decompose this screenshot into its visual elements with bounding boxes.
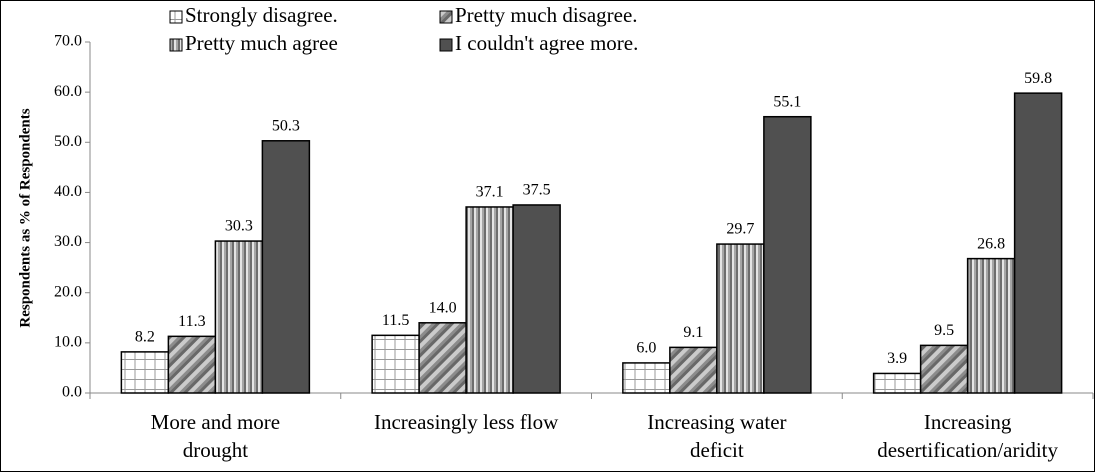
value-label: 29.7 — [726, 221, 754, 238]
bar — [966, 257, 1016, 394]
bar — [1013, 92, 1063, 394]
value-label: 9.1 — [683, 324, 703, 341]
bar — [872, 372, 922, 394]
bar — [371, 334, 420, 394]
y-tick-label: 50.0 — [54, 133, 82, 150]
bar — [214, 240, 264, 394]
bar — [919, 344, 969, 394]
bar — [512, 204, 561, 394]
value-label: 50.3 — [272, 117, 300, 134]
y-tick-label: 40.0 — [54, 183, 82, 200]
bar — [418, 322, 467, 394]
y-tick-label: 30.0 — [54, 233, 82, 250]
bar — [167, 335, 217, 394]
legend-swatch — [169, 10, 183, 24]
bar — [622, 362, 671, 394]
value-label: 37.1 — [476, 184, 504, 201]
x-tick-label: Increasing water deficit — [647, 410, 787, 462]
value-label: 26.8 — [977, 235, 1005, 252]
y-axis-label: Respondents as % of Respondents — [17, 108, 33, 327]
bar — [669, 346, 718, 394]
value-label: 59.8 — [1024, 70, 1052, 87]
legend-swatch — [439, 38, 453, 52]
y-tick-label: 0.0 — [62, 384, 82, 401]
value-label: 6.0 — [636, 340, 656, 357]
x-tick-label: Increasingly less flow — [373, 410, 559, 434]
bar — [763, 115, 812, 394]
y-tick-label: 70.0 — [54, 33, 82, 50]
legend-swatch — [439, 10, 453, 24]
bar — [716, 243, 765, 394]
value-label: 3.9 — [887, 350, 907, 367]
legend-swatch — [169, 38, 183, 52]
value-label: 55.1 — [773, 93, 801, 110]
x-tick-label: More and more drought — [150, 410, 281, 462]
value-label: 37.5 — [523, 182, 551, 199]
bar — [261, 140, 311, 394]
y-tick-label: 10.0 — [54, 334, 82, 351]
legend-label: I couldn't agree more. — [455, 31, 638, 55]
y-tick-label: 60.0 — [54, 83, 82, 100]
value-label: 11.3 — [178, 313, 205, 330]
value-label: 8.2 — [135, 329, 155, 346]
legend-label: Pretty much agree — [185, 31, 338, 55]
value-label: 14.0 — [429, 299, 457, 316]
y-tick-label: 20.0 — [54, 283, 82, 300]
value-label: 9.5 — [934, 322, 954, 339]
x-tick-label: Increasing desertification/aridity — [877, 410, 1059, 462]
legend-label: Strongly disagree. — [185, 3, 338, 27]
value-label: 30.3 — [225, 218, 253, 235]
bar — [120, 351, 170, 394]
legend-label: Pretty much disagree. — [455, 3, 638, 27]
value-label: 11.5 — [382, 312, 409, 329]
bar — [465, 206, 514, 394]
